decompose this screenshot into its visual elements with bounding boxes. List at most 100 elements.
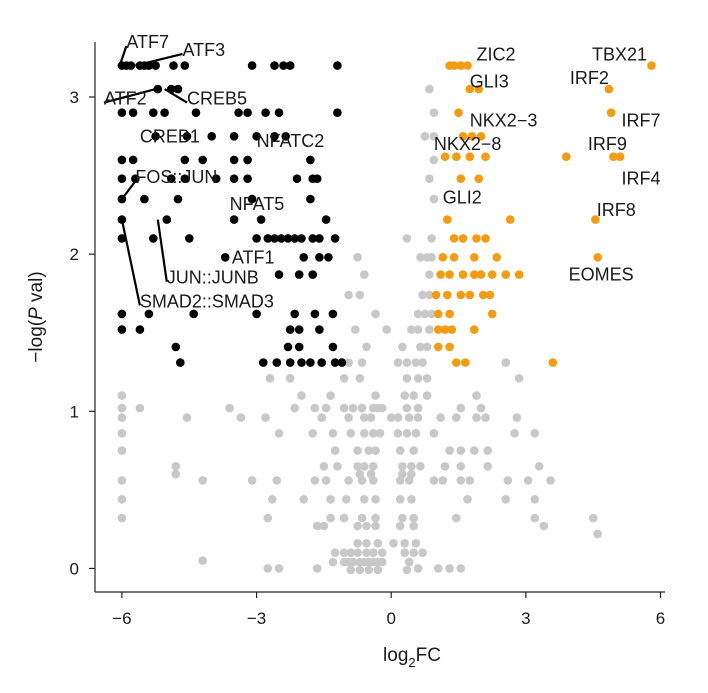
- data-point-ns: [326, 391, 335, 400]
- data-point-down: [117, 108, 127, 117]
- data-point-down: [270, 234, 279, 243]
- data-point-ns: [427, 309, 436, 319]
- data-point-down: [252, 132, 261, 141]
- data-point-down: [180, 155, 190, 165]
- data-point-ns: [348, 557, 358, 567]
- data-point-ns: [308, 429, 318, 438]
- point-label: IRF2: [570, 68, 609, 88]
- data-point-ns: [411, 358, 421, 367]
- data-point-ns: [265, 374, 275, 383]
- data-point-ns: [483, 446, 493, 455]
- data-point-up: [505, 215, 515, 224]
- data-point-ns: [355, 374, 365, 383]
- data-point-up: [478, 290, 488, 300]
- data-point-ns: [346, 565, 356, 575]
- label-leader-lines: [103, 45, 188, 306]
- data-point-down: [180, 61, 190, 70]
- data-point-down: [140, 194, 149, 204]
- x-tick-label: −3: [247, 609, 266, 628]
- data-point-ns: [413, 403, 423, 413]
- data-point-ns: [409, 548, 419, 557]
- data-point-down: [281, 132, 291, 141]
- data-point-up: [501, 270, 511, 279]
- data-point-ns: [360, 429, 369, 438]
- data-point-ns: [198, 556, 207, 565]
- data-point-down: [297, 234, 306, 243]
- data-point-up: [445, 342, 454, 352]
- data-point-ns: [429, 155, 439, 165]
- data-point-ns: [436, 413, 445, 422]
- data-point-ns: [344, 290, 353, 300]
- data-point-ns: [530, 495, 540, 504]
- data-point-ns: [319, 521, 329, 531]
- data-point-down: [337, 358, 347, 367]
- data-point-down: [259, 358, 268, 367]
- data-point-down: [306, 155, 315, 165]
- data-point-ns: [328, 557, 338, 567]
- data-point-down: [247, 61, 257, 70]
- data-point-up: [443, 290, 452, 300]
- data-point-down: [328, 342, 338, 352]
- data-point-ns: [456, 476, 466, 485]
- data-point-ns: [422, 374, 432, 383]
- data-point-up: [434, 309, 443, 319]
- data-point-down: [270, 132, 279, 141]
- data-point-ns: [420, 132, 430, 141]
- data-point-down: [277, 234, 286, 243]
- data-point-ns: [342, 495, 351, 504]
- data-point-ns: [328, 429, 338, 438]
- point-label: ATF3: [183, 40, 226, 60]
- data-point-ns: [353, 446, 362, 455]
- data-point-ns: [512, 413, 522, 422]
- data-point-ns: [117, 446, 127, 455]
- data-point-ns: [339, 374, 349, 383]
- data-point-ns: [400, 391, 410, 400]
- data-point-ns: [546, 476, 555, 485]
- data-point-up: [452, 152, 461, 161]
- x-tick-label: 0: [386, 609, 395, 628]
- data-point-ns: [402, 403, 412, 413]
- data-point-ns: [321, 403, 331, 413]
- data-point-ns: [357, 403, 367, 413]
- data-point-down: [229, 174, 239, 183]
- data-point-ns: [501, 358, 511, 367]
- data-point-ns: [312, 521, 322, 531]
- data-point-ns: [465, 476, 475, 485]
- data-point-up: [476, 132, 486, 141]
- data-point-up: [445, 270, 454, 279]
- x-tick-label: 3: [521, 609, 530, 628]
- data-point-ns: [418, 548, 427, 557]
- data-point-ns: [440, 462, 450, 471]
- data-point-ns: [369, 476, 378, 485]
- data-point-ns: [360, 462, 369, 471]
- data-point-down: [285, 61, 295, 70]
- x-tick-label: −6: [112, 609, 131, 628]
- data-point-ns: [364, 565, 374, 575]
- y-tick-label: 0: [70, 559, 79, 578]
- data-point-ns: [344, 476, 353, 485]
- data-point-down: [285, 325, 295, 334]
- data-point-down: [283, 342, 293, 352]
- data-point-up: [615, 152, 625, 161]
- data-point-ns: [371, 446, 380, 455]
- data-point-ns: [413, 325, 423, 334]
- data-point-ns: [416, 342, 425, 352]
- data-point-down: [333, 108, 342, 117]
- point-label: CREB5: [187, 89, 247, 109]
- data-point-ns: [373, 565, 383, 575]
- data-point-up: [436, 270, 445, 279]
- data-point-ns: [429, 132, 439, 141]
- data-point-ns: [346, 548, 356, 557]
- data-point-up: [591, 215, 600, 224]
- leader-line: [120, 219, 141, 306]
- data-point-ns: [330, 446, 340, 455]
- data-point-up: [470, 252, 479, 262]
- data-point-ns: [422, 391, 432, 400]
- data-point-ns: [117, 403, 127, 413]
- data-point-ns: [429, 194, 439, 204]
- data-point-ns: [339, 403, 349, 413]
- data-point-ns: [588, 513, 598, 523]
- data-point-ns: [247, 476, 257, 485]
- point-label: IRF4: [621, 169, 660, 189]
